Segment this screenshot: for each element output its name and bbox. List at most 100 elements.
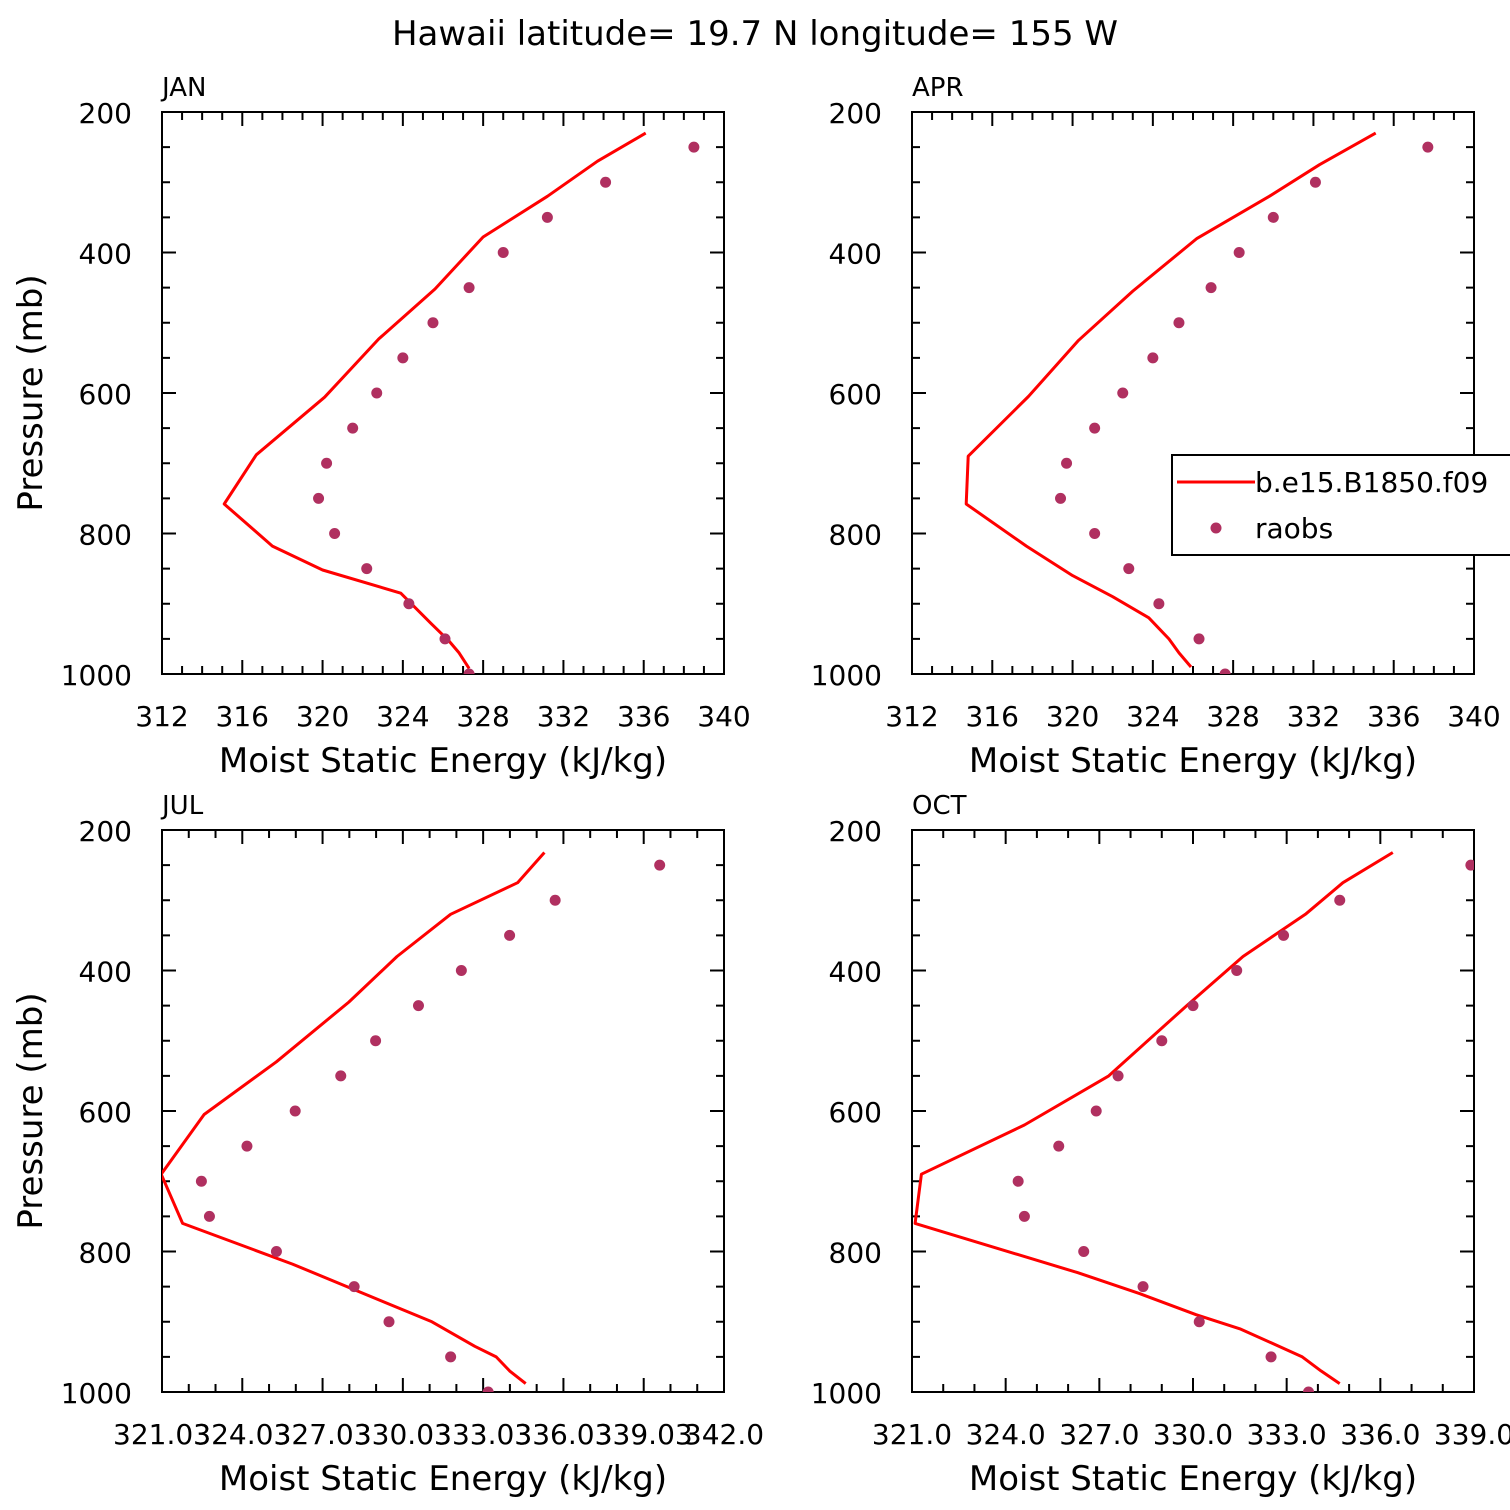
x-axis-label: Moist Static Energy (kJ/kg) [219, 741, 667, 781]
y-tick-label: 800 [829, 1237, 882, 1270]
series-group [222, 131, 700, 674]
x-tick-label: 339.03 [595, 1418, 693, 1451]
y-tick-label: 1000 [811, 659, 882, 692]
x-tick-label: 333.0 [1247, 1418, 1327, 1451]
x-tick-label: 330.0 [1153, 1418, 1233, 1451]
raobs-point [688, 141, 700, 153]
raobs-point [439, 633, 451, 645]
plot-frame [911, 111, 1475, 675]
x-tick-label: 336.03 [514, 1418, 612, 1451]
raobs-point [600, 176, 612, 188]
y-tick-label: 600 [829, 1096, 882, 1129]
raobs-point [329, 528, 341, 539]
raobs-point [370, 1035, 382, 1047]
raobs-point [270, 1246, 282, 1257]
x-tick-label: 316 [966, 700, 1019, 733]
raobs-point [1265, 1351, 1277, 1363]
raobs-point [403, 598, 415, 610]
raobs-point [313, 492, 325, 504]
raobs-point [1187, 1000, 1199, 1012]
legend-box [1171, 454, 1510, 556]
x-tick-label: 328 [456, 700, 509, 733]
y-tick-label: 400 [79, 238, 132, 271]
raobs-point [549, 894, 561, 906]
plot-frame [911, 829, 1475, 1393]
x-tick-label: 342.0 [684, 1418, 764, 1451]
raobs-point [1112, 1070, 1124, 1082]
figure-title: Hawaii latitude= 19.7 N longitude= 155 W [392, 14, 1118, 54]
x-tick-label: 333.03 [434, 1418, 532, 1451]
legend-obs-swatch [1210, 522, 1222, 534]
y-tick-label: 800 [79, 1237, 132, 1270]
x-tick-label: 312 [135, 700, 188, 733]
raobs-point [1123, 563, 1135, 575]
x-tick-label: 340 [1447, 700, 1500, 733]
raobs-point [463, 282, 475, 294]
raobs-point [497, 247, 509, 258]
x-tick-label: 312 [885, 700, 938, 733]
x-tick-label: 316 [216, 700, 269, 733]
raobs-point [1233, 247, 1245, 258]
raobs-point [1053, 1140, 1065, 1152]
y-axis-label: Pressure (mb) [11, 992, 51, 1229]
raobs-point [504, 929, 516, 941]
raobs-point [1303, 1386, 1315, 1392]
legend-model-label: b.e15.B1850.f09 [1255, 466, 1488, 499]
raobs-point [445, 1351, 457, 1363]
x-tick-label: 324.03 [193, 1418, 291, 1451]
raobs-point [1089, 528, 1101, 539]
x-tick-label: 320 [1046, 700, 1099, 733]
x-tick-label: 330.03 [354, 1418, 452, 1451]
x-tick-label: 327.0 [1059, 1418, 1139, 1451]
raobs-point [1422, 141, 1434, 153]
y-tick-label: 1000 [61, 1377, 132, 1410]
x-tick-label: 339.0 [1434, 1418, 1510, 1451]
raobs-point [1018, 1210, 1030, 1222]
x-tick-label: 321.0 [872, 1418, 952, 1451]
y-tick-label: 200 [829, 815, 882, 848]
legend-obs-label: raobs [1255, 512, 1333, 545]
raobs-point [1090, 1105, 1102, 1117]
raobs-point [1465, 859, 1474, 871]
plot-frame [161, 111, 725, 675]
x-tick-label: 320 [296, 700, 349, 733]
y-tick-label: 400 [829, 238, 882, 271]
x-tick-label: 324 [376, 700, 429, 733]
panel-label: JAN [160, 73, 206, 103]
raobs-point [1012, 1175, 1024, 1187]
model-line [964, 131, 1377, 668]
raobs-point [1156, 1035, 1168, 1047]
raobs-point [361, 563, 373, 575]
x-tick-label: 336.0 [1340, 1418, 1420, 1451]
panel-label: OCT [912, 791, 967, 821]
raobs-point [1061, 457, 1073, 469]
y-tick-label: 200 [79, 97, 132, 130]
raobs-point [1309, 176, 1321, 188]
plot-frame [161, 829, 725, 1393]
x-axis-label: Moist Static Energy (kJ/kg) [219, 1459, 667, 1499]
x-tick-label: 332 [537, 700, 590, 733]
series-group [913, 851, 1474, 1392]
x-tick-label: 324.0 [966, 1418, 1046, 1451]
x-tick-label: 340 [697, 700, 750, 733]
x-tick-label: 336 [1367, 700, 1420, 733]
y-tick-label: 200 [829, 97, 882, 130]
panel-label: APR [912, 73, 964, 103]
raobs-point [1231, 965, 1243, 976]
x-tick-label: 332 [1287, 700, 1340, 733]
model-line [222, 131, 647, 670]
raobs-point [1219, 668, 1231, 674]
raobs-point [455, 965, 467, 976]
y-axis-label: Pressure (mb) [11, 274, 51, 511]
raobs-point [1137, 1281, 1149, 1293]
y-tick-label: 800 [829, 519, 882, 552]
raobs-point [541, 211, 553, 223]
raobs-point [241, 1140, 253, 1152]
raobs-point [321, 457, 333, 469]
raobs-point [1205, 282, 1217, 294]
raobs-point [203, 1210, 215, 1222]
y-tick-label: 600 [79, 1096, 132, 1129]
